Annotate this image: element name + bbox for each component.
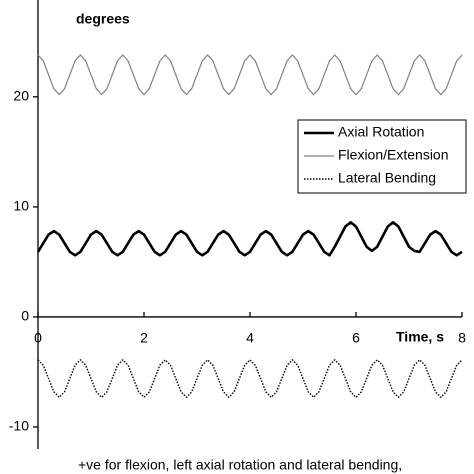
legend-label: Lateral Bending [338,170,436,186]
x-tick-label: 0 [34,330,42,346]
series-line [36,221,463,257]
x-tick-label: 4 [246,330,254,346]
legend-label: Flexion/Extension [338,147,449,163]
footnote: +ve for flexion, left axial rotation and… [78,457,402,473]
x-tick-label: 8 [458,330,466,346]
y-tick-label: 0 [21,308,29,324]
x-tick-label: 6 [352,330,360,346]
y-tick-label: 10 [13,198,29,214]
x-axis-label: Time, s [396,329,444,345]
y-tick-label: 20 [13,88,29,104]
series-line [37,359,463,398]
legend-label: Axial Rotation [338,124,424,140]
series-line [37,54,463,96]
y-tick-label: -10 [9,418,29,434]
x-tick-label: 2 [140,330,148,346]
y-axis-label: degrees [76,11,130,27]
